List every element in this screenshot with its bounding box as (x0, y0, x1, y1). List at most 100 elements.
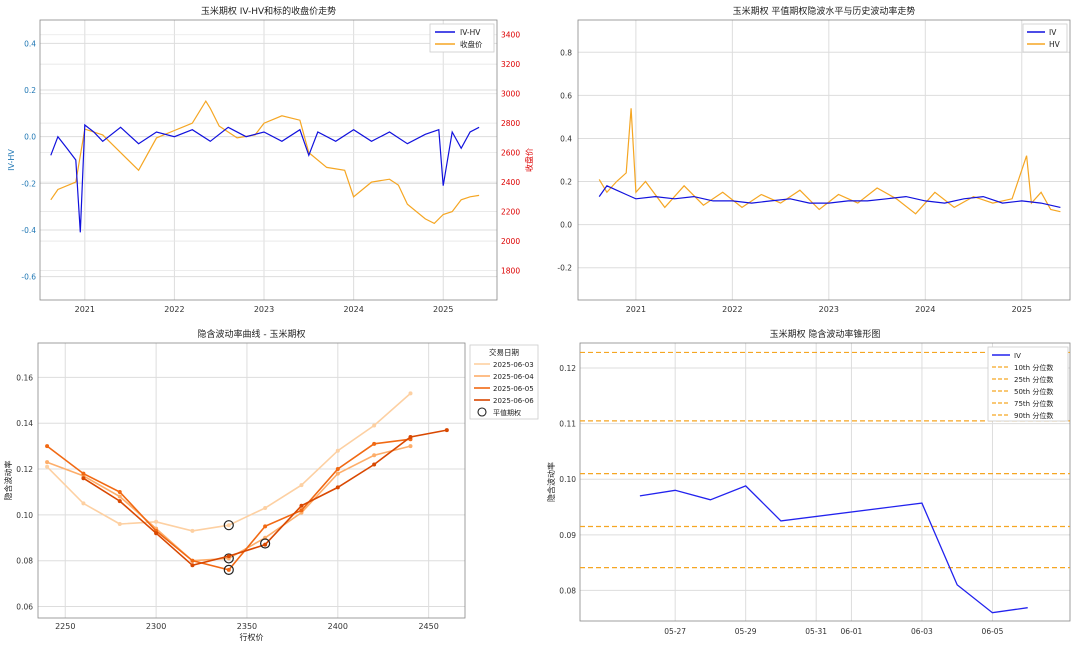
y2-axis-label: 收盘价 (524, 148, 534, 172)
plot-frame (577, 19, 1071, 301)
y-tick-label: 0.4 (560, 134, 572, 143)
x-tick-label: 2024 (915, 305, 935, 314)
y-tick-label: 0.4 (24, 39, 36, 48)
y2-tick-label: 3000 (501, 90, 520, 99)
smile-point (117, 489, 122, 494)
legend-box (469, 344, 539, 420)
x-tick-label: 05-29 (735, 627, 757, 636)
x-tick-label: 2022 (164, 305, 184, 314)
smile-point (226, 523, 231, 528)
legend-label-ivhv: IV-HV (460, 28, 481, 37)
smile-point (45, 464, 50, 469)
x-tick-label: 06-01 (841, 627, 863, 636)
ivhv-line (50, 123, 480, 233)
smile-line-2025-06-05 (46, 438, 411, 571)
smile-point (190, 528, 195, 533)
smile-point (45, 460, 50, 465)
legend-label-percentile: 50th 分位数 (1014, 387, 1053, 396)
smile-point (81, 476, 86, 481)
smile-point (154, 519, 159, 524)
x-tick-label: 06-05 (982, 627, 1004, 636)
smile-point (190, 558, 195, 563)
legend-label: 2025-06-05 (493, 385, 534, 393)
legend-title: 交易日期 (489, 347, 519, 357)
y-tick-label: 0.10 (559, 475, 576, 484)
smile-point (408, 391, 413, 396)
hv-line (598, 108, 1061, 215)
y-tick-label: 0.2 (24, 86, 36, 95)
smile-line-2025-06-04 (46, 445, 411, 562)
iv-hv-chart-svg: 玉米期权 平值期权隐波水平与历史波动率走势 2021 2022 2023 2024 202… (557, 5, 1071, 314)
y2-tick-label: 2800 (501, 119, 520, 128)
y-tick-label: 0.11 (559, 420, 576, 429)
smile-point (372, 441, 377, 446)
y2-tick-label: 2400 (501, 178, 520, 187)
legend-label-iv: IV (1014, 352, 1021, 360)
legend-label: 2025-06-04 (493, 373, 534, 381)
smile-point (299, 508, 304, 513)
y2-tick-label: 3400 (501, 31, 520, 40)
smile-point (226, 567, 231, 572)
y-tick-label: -0.2 (557, 264, 572, 273)
y-tick-label: 0.12 (559, 364, 576, 373)
x-axis-label: 行权价 (240, 632, 264, 642)
ivhv-close-chart: 玉米期权 IV-HV和标的收盘价走势 2021 2022 2023 2024 2025 0.… (0, 0, 540, 318)
smile-point (372, 462, 377, 467)
y-tick-label: -0.6 (21, 273, 36, 282)
chart-title: 玉米期权 IV-HV和标的收盘价走势 (201, 5, 336, 17)
x-tick-label: 2023 (819, 305, 839, 314)
legend-box (987, 346, 1069, 422)
y-tick-label: 0.0 (24, 133, 36, 142)
legend-label-percentile: 25th 分位数 (1014, 375, 1053, 384)
y-tick-label: 0.8 (560, 48, 572, 57)
x-tick-label: 2300 (146, 622, 166, 631)
chart-title: 玉米期权 隐含波动率锥形图 (770, 328, 881, 340)
smile-point (81, 501, 86, 506)
iv-hv-chart: 玉米期权 平值期权隐波水平与历史波动率走势 2021 2022 2023 2024 202… (540, 0, 1080, 318)
smile-point (335, 471, 340, 476)
y-tick-label: 0.14 (16, 419, 33, 428)
y-tick-label: 0.6 (560, 91, 572, 100)
y-tick-label: 0.08 (559, 586, 576, 595)
y-tick-label: 0.0 (560, 221, 572, 230)
smile-point (117, 494, 122, 499)
y-tick-label: -0.2 (21, 179, 36, 188)
x-tick-label: 06-03 (911, 627, 933, 636)
atm-marker (260, 538, 271, 549)
chart-title: 隐含波动率曲线 - 玉米期权 (198, 328, 306, 340)
y-tick-label: 0.16 (16, 373, 33, 382)
smile-point (299, 483, 304, 488)
plot-frame (39, 19, 498, 301)
smile-point (372, 423, 377, 428)
legend-box (429, 23, 495, 53)
y2-tick-label: 2600 (501, 149, 520, 158)
legend-label-close: 收盘价 (460, 39, 483, 49)
y-tick-label: 0.06 (16, 603, 33, 612)
x-tick-label: 2400 (328, 622, 348, 631)
smile-point (335, 448, 340, 453)
plot-frame (579, 342, 1071, 622)
iv-line (598, 185, 1061, 208)
y-tick-label: 0.08 (16, 557, 33, 566)
smile-point (154, 531, 159, 536)
y2-tick-label: 1800 (501, 267, 520, 276)
x-tick-label: 05-27 (664, 627, 686, 636)
y-tick-label: -0.4 (21, 226, 36, 235)
iv-cone-chart: 玉米期权 隐含波动率锥形图 05-27 05-29 05-31 06-01 06-03 06… (540, 323, 1080, 646)
smile-point (372, 453, 377, 458)
y2-tick-label: 2000 (501, 237, 520, 246)
smile-point (226, 554, 231, 559)
legend-label: 2025-06-03 (493, 361, 534, 369)
y-axis-label: IV-HV (7, 149, 16, 171)
smile-point (408, 434, 413, 439)
close-price-line (50, 99, 480, 225)
smile-point (444, 428, 449, 433)
smile-point (190, 563, 195, 568)
x-tick-label: 2350 (237, 622, 257, 631)
y2-tick-label: 2200 (501, 208, 520, 217)
x-tick-label: 2024 (343, 305, 363, 314)
x-tick-label: 2025 (433, 305, 453, 314)
atm-marker (223, 553, 234, 564)
y-tick-label: 0.09 (559, 531, 576, 540)
y-tick-label: 0.10 (16, 511, 33, 520)
